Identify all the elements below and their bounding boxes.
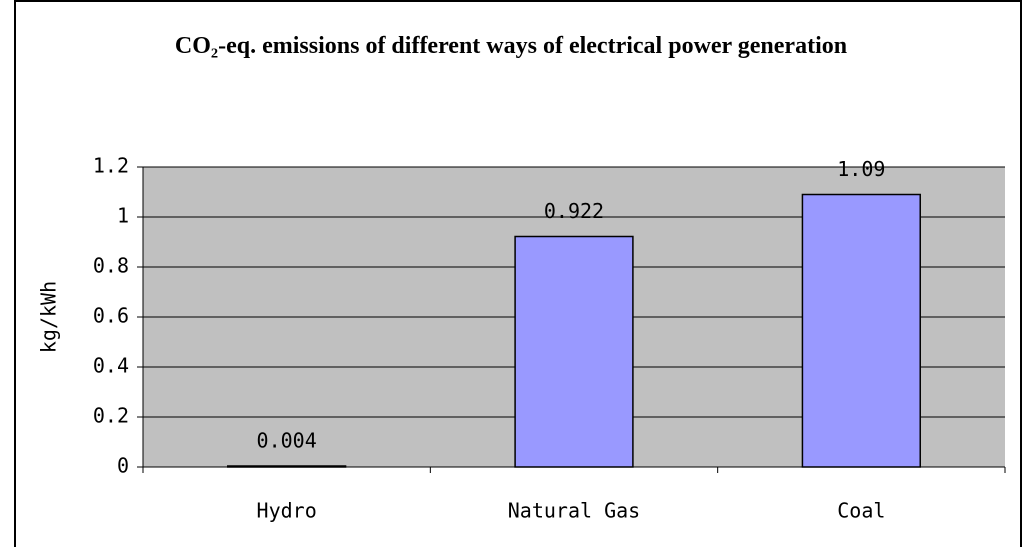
x-tick-label: Natural Gas <box>508 499 640 523</box>
bar <box>514 235 634 468</box>
chart-frame <box>14 0 1022 547</box>
value-label: 1.09 <box>837 157 885 181</box>
y-tick-label: 0.4 <box>93 354 129 378</box>
value-label: 0.004 <box>257 429 317 453</box>
x-tick-label: Coal <box>837 499 885 523</box>
y-tick-label: 0.6 <box>93 304 129 328</box>
bar <box>801 193 921 468</box>
value-label: 0.922 <box>544 199 604 223</box>
bar <box>227 465 347 468</box>
y-tick-label: 0.8 <box>93 254 129 278</box>
chart-title: CO₂-eq. emissions of different ways of e… <box>174 33 848 59</box>
y-tick-label: 1 <box>117 204 129 228</box>
y-tick-label: 0 <box>117 454 129 478</box>
x-tick-label: Hydro <box>257 499 317 523</box>
y-tick-label: 0.2 <box>93 404 129 428</box>
y-axis-label: kg/kWh <box>37 281 61 353</box>
y-tick-label: 1.2 <box>93 154 129 178</box>
